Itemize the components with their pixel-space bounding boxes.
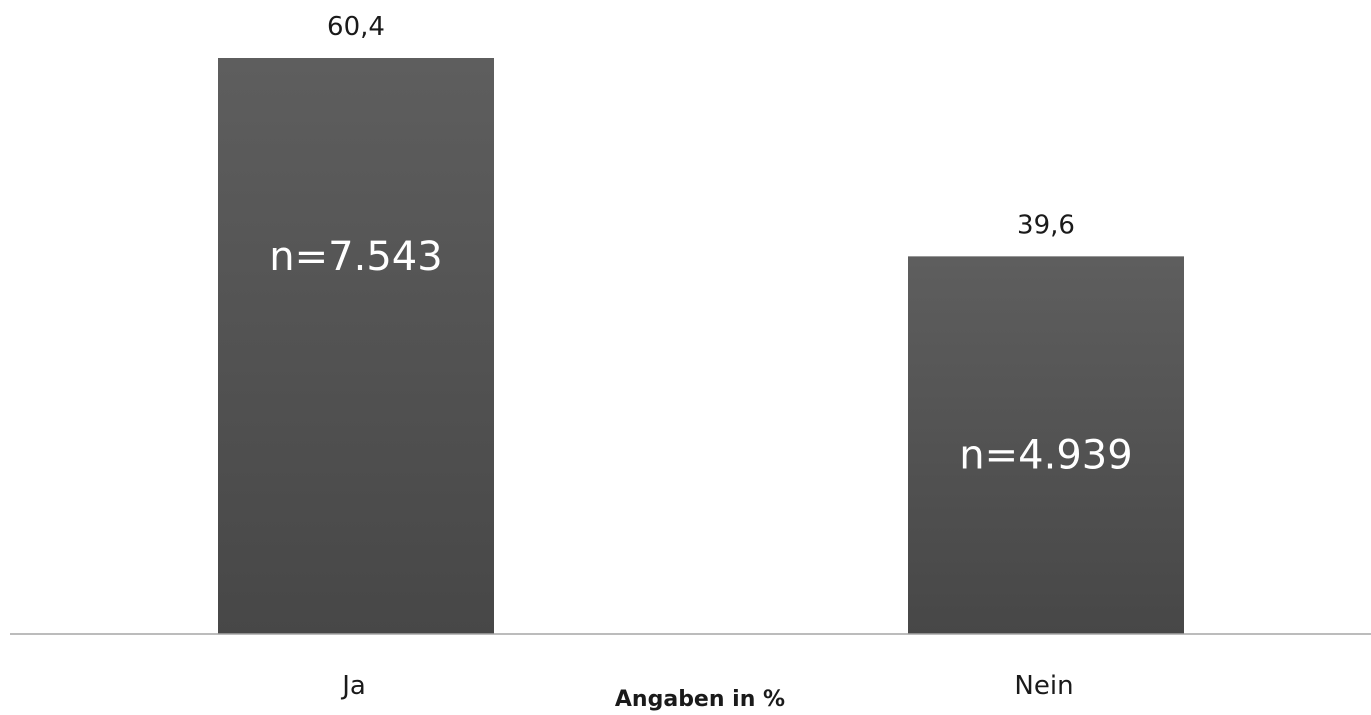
data-label-nein: 39,6	[1017, 210, 1075, 240]
category-label-nein: Nein	[1014, 671, 1073, 701]
x-axis-title: Angaben in %	[615, 687, 785, 712]
data-label-ja: 60,4	[327, 12, 385, 42]
bar-nein	[908, 256, 1184, 634]
bars-group	[218, 58, 1184, 634]
sample-size-label-ja: n=7.543	[269, 234, 442, 280]
bar-ja	[218, 58, 494, 634]
sample-size-label-nein: n=4.939	[959, 432, 1132, 478]
labels-group: 60,4 n=7.543 Ja 39,6 n=4.939 Nein	[269, 12, 1132, 701]
category-label-ja: Ja	[340, 671, 366, 701]
